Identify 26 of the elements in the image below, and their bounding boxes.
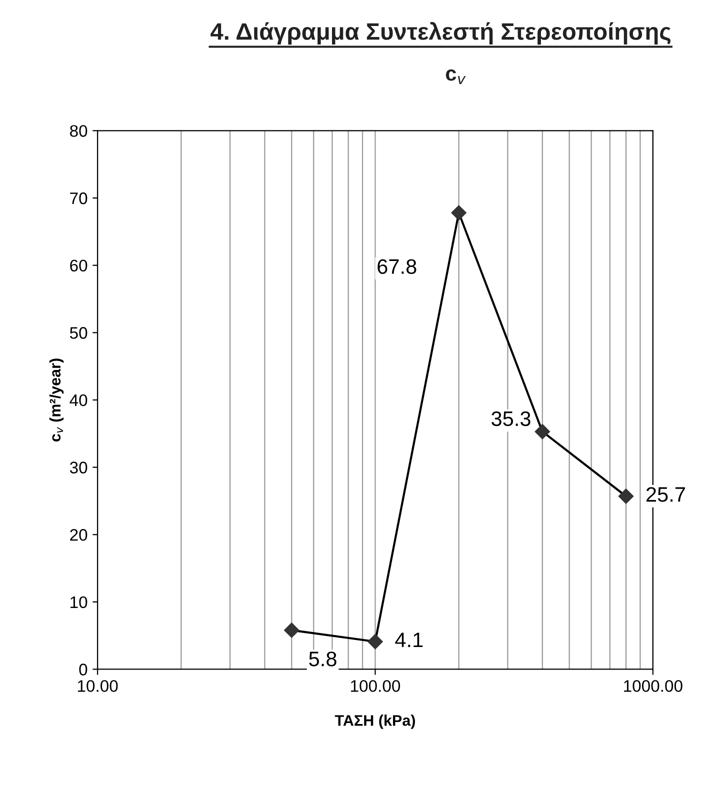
- y-tick-label: 0: [79, 664, 88, 676]
- data-label: 35.3: [492, 411, 530, 426]
- y-tick-label: 30: [70, 462, 88, 474]
- data-label: 4.1: [395, 632, 423, 648]
- data-label: 67.8: [378, 259, 416, 274]
- y-tick-label: 40: [70, 394, 88, 406]
- y-tick-label: 10: [70, 596, 88, 608]
- chart-subtitle: c$_{v}$: [446, 69, 466, 84]
- point: [451, 205, 466, 220]
- y-tick-label: 80: [70, 125, 88, 137]
- chart-title: 4. Διάγραμμα Συντελεστή Στερεοποίησης: [210, 22, 670, 45]
- y-tick-label: 70: [70, 192, 88, 204]
- y-tick-label: 50: [70, 327, 88, 339]
- x-tick-label: 100.00: [351, 680, 400, 692]
- point: [284, 622, 300, 638]
- data-label: 5.8: [309, 652, 336, 666]
- y-axis-title: c$_{v}$ (m²/year): [49, 358, 64, 442]
- x-tick-label: 1000.00: [624, 680, 682, 692]
- y-tick-label: 20: [70, 529, 88, 541]
- point: [534, 424, 550, 440]
- x-axis-title: ΤΑΣΗ (kPa): [334, 714, 415, 729]
- x-tick-label: 10.00: [78, 680, 118, 692]
- y-tick-label: 60: [70, 260, 88, 272]
- point: [618, 488, 634, 504]
- point: [368, 634, 383, 650]
- data-label: 25.7: [646, 487, 685, 502]
